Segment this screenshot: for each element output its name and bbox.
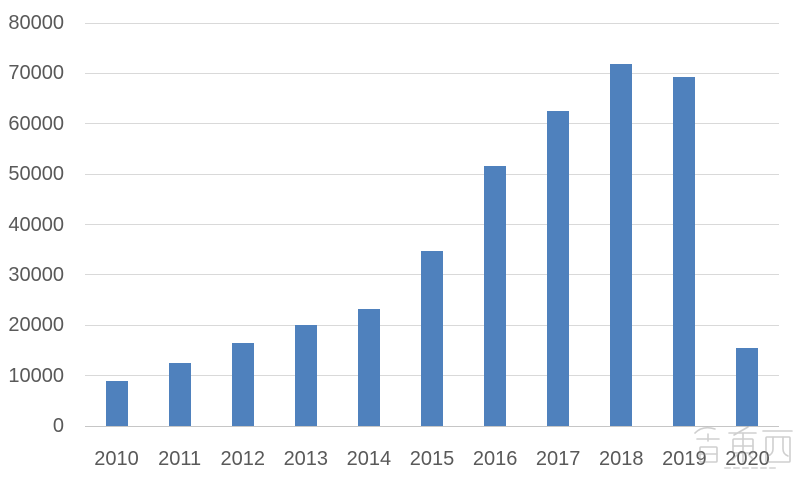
x-axis-tick-label: 2020 [725,448,770,470]
bar-2011 [168,363,191,426]
x-axis-tick-label: 2011 [158,448,202,470]
gridline [85,173,779,175]
x-axis-tick-label: 2012 [220,448,265,470]
x-axis-tick-label: 2015 [409,448,455,470]
x-axis-tick-label: 2010 [94,448,139,470]
gridline [85,72,779,74]
bar-2013 [294,325,317,426]
x-axis-tick-label: 2018 [599,448,644,470]
bar-2012 [231,342,254,426]
x-axis-tick-label: 2019 [662,448,707,470]
x-axis-tick-label: 2014 [346,448,392,470]
y-axis-tick-label: 60000 [8,112,64,135]
y-axis-tick-label: 70000 [8,62,64,85]
x-axis-tick-label: 2016 [472,448,518,470]
bar-2010 [105,380,128,426]
y-axis-tick-label: 50000 [8,163,64,186]
y-axis-tick-label: 30000 [8,263,64,286]
bar-2016 [484,166,507,426]
y-axis-tick-label: 80000 [8,12,64,34]
gridline [85,123,779,125]
gridline [85,224,779,225]
y-axis-tick-label: 0 [52,415,64,437]
bar-2020 [736,347,759,426]
bar-2015 [421,250,443,426]
bar-2014 [357,309,380,426]
gridline [85,22,779,24]
y-axis-tick-label: 40000 [8,213,64,236]
y-axis-tick-label: 20000 [8,314,64,337]
x-axis-line [85,425,779,427]
x-axis-tick-label: 2017 [535,448,581,470]
y-axis-tick-label: 10000 [8,364,64,387]
bar-2018 [610,64,633,426]
bar-2017 [547,111,570,426]
x-axis-tick-label: 2013 [283,448,329,470]
bar-2019 [673,76,696,426]
